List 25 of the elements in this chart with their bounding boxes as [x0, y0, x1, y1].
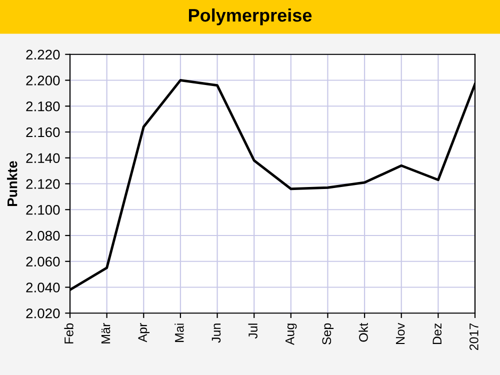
y-tick-label: 2.120 [26, 179, 60, 189]
x-tick-label: Jul [248, 324, 258, 339]
y-tick-label: 2.080 [26, 230, 60, 241]
x-tick-label: Jun [212, 324, 221, 343]
y-tick-label: 2.040 [26, 282, 60, 292]
y-tick-label: 2.100 [26, 204, 60, 215]
y-tick-label: 2.140 [26, 153, 60, 164]
y-tick-label: 2.200 [26, 76, 60, 86]
x-tick-label: Sep [322, 323, 334, 345]
x-tick-label: Feb [64, 323, 74, 344]
y-tick-label: 2.180 [26, 101, 60, 112]
y-tick-label: 2.160 [26, 127, 60, 138]
x-tick-label: Nov [396, 322, 405, 344]
x-tick-label: Mai [174, 324, 184, 342]
y-tick-label: 2.060 [26, 256, 60, 267]
y-axis-title: Punkte [7, 161, 18, 206]
x-tick-label: Dez [432, 323, 442, 344]
x-tick-label: Aug [286, 324, 297, 346]
y-tick-label: 2.220 [26, 50, 60, 60]
x-tick-label: Apr [138, 323, 150, 342]
x-tick-label: Okt [358, 322, 368, 342]
chart-title: Polymerpreise [188, 8, 312, 26]
y-tick-label: 2.020 [26, 308, 60, 318]
x-tick-label: Mär [101, 323, 110, 344]
x-tick-label: 2017 [470, 323, 478, 350]
